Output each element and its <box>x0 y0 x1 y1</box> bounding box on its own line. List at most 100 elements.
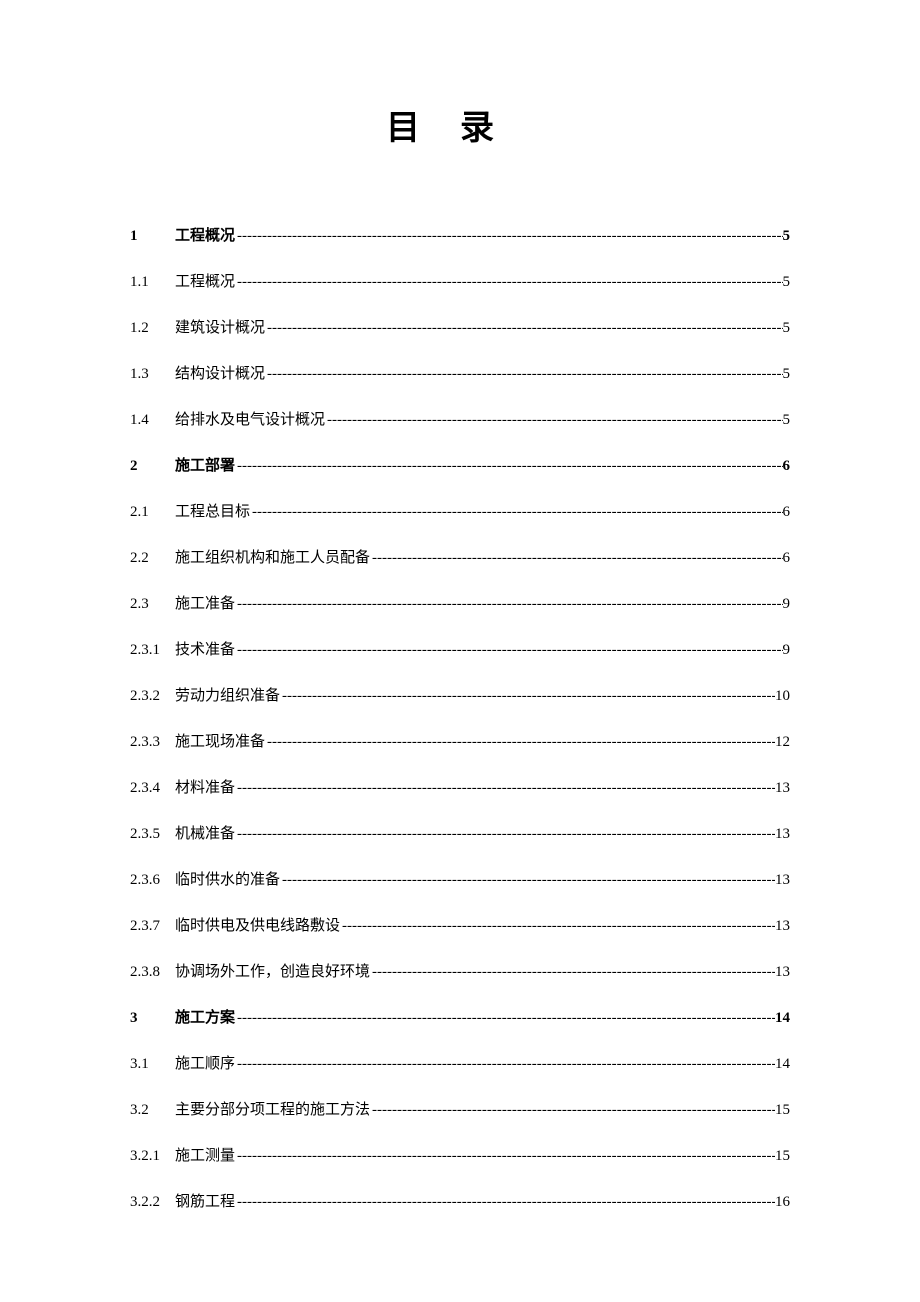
toc-entry-number: 2.3.1 <box>130 642 175 659</box>
toc-row: 2.3.8协调场外工作，创造良好环境----------------------… <box>130 960 790 981</box>
toc-leader-dashes: ----------------------------------------… <box>370 550 782 567</box>
toc-entry-page: 14 <box>775 1056 790 1073</box>
toc-row: 1.1工程概况---------------------------------… <box>130 270 790 291</box>
toc-entry-label: 工程概况 <box>175 224 235 245</box>
toc-row: 2.3.3施工现场准备-----------------------------… <box>130 730 790 751</box>
toc-entry-page: 6 <box>783 504 791 521</box>
table-of-contents: 1工程概况-----------------------------------… <box>130 224 790 1211</box>
toc-leader-dashes: ----------------------------------------… <box>280 872 775 889</box>
toc-leader-dashes: ----------------------------------------… <box>265 366 782 383</box>
toc-entry-page: 15 <box>775 1102 790 1119</box>
toc-entry-label: 施工顺序 <box>175 1052 235 1073</box>
toc-row: 3.2.2钢筋工程-------------------------------… <box>130 1190 790 1211</box>
toc-entry-number: 3.2 <box>130 1102 175 1119</box>
toc-entry-number: 1.2 <box>130 320 175 337</box>
toc-entry-label: 施工现场准备 <box>175 730 265 751</box>
toc-entry-page: 13 <box>775 780 790 797</box>
toc-leader-dashes: ----------------------------------------… <box>235 642 782 659</box>
toc-leader-dashes: ----------------------------------------… <box>235 1056 775 1073</box>
toc-entry-number: 2.3.7 <box>130 918 175 935</box>
toc-entry-label: 技术准备 <box>175 638 235 659</box>
toc-entry-label: 劳动力组织准备 <box>175 684 280 705</box>
toc-leader-dashes: ----------------------------------------… <box>370 964 775 981</box>
toc-entry-number: 2 <box>130 458 175 475</box>
toc-row: 2.3.5机械准备-------------------------------… <box>130 822 790 843</box>
toc-entry-number: 2.1 <box>130 504 175 521</box>
toc-entry-number: 1.3 <box>130 366 175 383</box>
toc-entry-label: 结构设计概况 <box>175 362 265 383</box>
toc-entry-page: 15 <box>775 1148 790 1165</box>
toc-leader-dashes: ----------------------------------------… <box>325 412 782 429</box>
toc-entry-page: 5 <box>783 366 791 383</box>
toc-leader-dashes: ----------------------------------------… <box>265 734 775 751</box>
toc-entry-label: 协调场外工作，创造良好环境 <box>175 960 370 981</box>
toc-entry-number: 2.2 <box>130 550 175 567</box>
toc-entry-number: 2.3.3 <box>130 734 175 751</box>
toc-entry-label: 施工测量 <box>175 1144 235 1165</box>
toc-row: 1.3结构设计概况-------------------------------… <box>130 362 790 383</box>
toc-entry-page: 14 <box>775 1010 790 1027</box>
toc-row: 3.2.1施工测量-------------------------------… <box>130 1144 790 1165</box>
toc-row: 2.3施工准备---------------------------------… <box>130 592 790 613</box>
toc-leader-dashes: ----------------------------------------… <box>235 274 782 291</box>
toc-entry-label: 临时供水的准备 <box>175 868 280 889</box>
toc-row: 2.2施工组织机构和施工人员配备------------------------… <box>130 546 790 567</box>
toc-entry-label: 钢筋工程 <box>175 1190 235 1211</box>
toc-entry-page: 6 <box>783 550 791 567</box>
toc-entry-label: 临时供电及供电线路敷设 <box>175 914 340 935</box>
toc-entry-label: 施工部署 <box>175 454 235 475</box>
toc-leader-dashes: ----------------------------------------… <box>235 1148 775 1165</box>
toc-leader-dashes: ----------------------------------------… <box>235 228 782 245</box>
toc-row: 2.3.2劳动力组织准备----------------------------… <box>130 684 790 705</box>
toc-leader-dashes: ----------------------------------------… <box>235 826 775 843</box>
toc-leader-dashes: ----------------------------------------… <box>235 1010 775 1027</box>
toc-row: 3.1施工顺序---------------------------------… <box>130 1052 790 1073</box>
toc-entry-number: 1 <box>130 228 175 245</box>
toc-entry-label: 施工组织机构和施工人员配备 <box>175 546 370 567</box>
toc-row: 2.3.1技术准备-------------------------------… <box>130 638 790 659</box>
toc-leader-dashes: ----------------------------------------… <box>235 1194 775 1211</box>
toc-row: 2.3.6临时供水的准备----------------------------… <box>130 868 790 889</box>
document-title: 目录 <box>130 100 790 149</box>
toc-leader-dashes: ----------------------------------------… <box>235 458 782 475</box>
toc-leader-dashes: ----------------------------------------… <box>265 320 782 337</box>
toc-entry-number: 2.3.6 <box>130 872 175 889</box>
toc-entry-number: 2.3.4 <box>130 780 175 797</box>
toc-entry-page: 5 <box>783 228 791 245</box>
toc-leader-dashes: ----------------------------------------… <box>250 504 782 521</box>
toc-entry-label: 主要分部分项工程的施工方法 <box>175 1098 370 1119</box>
toc-row: 2.1工程总目标--------------------------------… <box>130 500 790 521</box>
toc-entry-label: 给排水及电气设计概况 <box>175 408 325 429</box>
toc-row: 2施工部署-----------------------------------… <box>130 454 790 475</box>
toc-entry-page: 13 <box>775 826 790 843</box>
toc-entry-page: 13 <box>775 872 790 889</box>
toc-entry-page: 9 <box>783 642 791 659</box>
toc-entry-page: 6 <box>783 458 791 475</box>
toc-entry-label: 建筑设计概况 <box>175 316 265 337</box>
toc-entry-number: 2.3 <box>130 596 175 613</box>
toc-entry-number: 3 <box>130 1010 175 1027</box>
toc-entry-number: 3.2.2 <box>130 1194 175 1211</box>
toc-entry-page: 9 <box>783 596 791 613</box>
toc-entry-number: 1.4 <box>130 412 175 429</box>
toc-entry-number: 1.1 <box>130 274 175 291</box>
toc-row: 1.2建筑设计概况-------------------------------… <box>130 316 790 337</box>
toc-entry-number: 2.3.2 <box>130 688 175 705</box>
toc-entry-number: 2.3.5 <box>130 826 175 843</box>
toc-entry-number: 3.1 <box>130 1056 175 1073</box>
toc-entry-number: 3.2.1 <box>130 1148 175 1165</box>
toc-entry-number: 2.3.8 <box>130 964 175 981</box>
toc-entry-label: 工程概况 <box>175 270 235 291</box>
toc-leader-dashes: ----------------------------------------… <box>235 780 775 797</box>
toc-entry-page: 13 <box>775 918 790 935</box>
toc-leader-dashes: ----------------------------------------… <box>280 688 775 705</box>
toc-entry-page: 16 <box>775 1194 790 1211</box>
toc-entry-page: 12 <box>775 734 790 751</box>
toc-row: 2.3.4材料准备-------------------------------… <box>130 776 790 797</box>
toc-leader-dashes: ----------------------------------------… <box>370 1102 775 1119</box>
toc-entry-label: 施工准备 <box>175 592 235 613</box>
toc-row: 1.4给排水及电气设计概况---------------------------… <box>130 408 790 429</box>
toc-entry-label: 工程总目标 <box>175 500 250 521</box>
toc-entry-page: 13 <box>775 964 790 981</box>
toc-entry-label: 施工方案 <box>175 1006 235 1027</box>
